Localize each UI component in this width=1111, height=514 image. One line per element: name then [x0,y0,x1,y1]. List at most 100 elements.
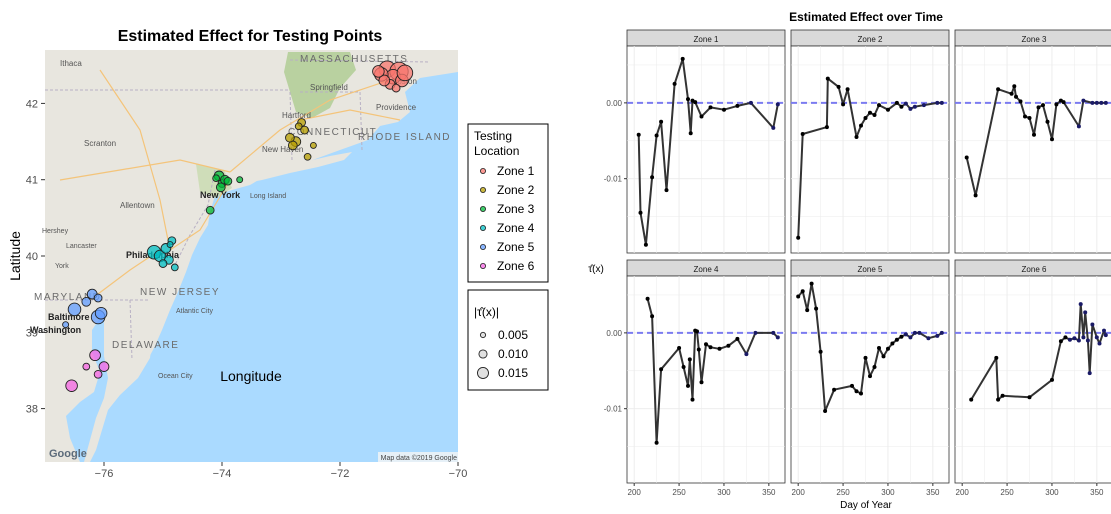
facet-point [1012,84,1017,89]
facet-point [850,383,854,388]
map-state-label: CONNECTICUT [288,127,377,138]
map-point [303,152,312,161]
facet-chart-title: Estimated Effect over Time [789,10,943,24]
facet-point [926,336,931,341]
map-point [391,83,401,93]
facet-point [1090,100,1095,105]
zone-legend-key [479,262,486,269]
map-city-label: Lancaster [66,243,97,250]
map-city-label: New York [200,190,241,200]
facet-point [708,345,713,350]
map-point [65,379,78,392]
zone-legend-label: Zone 5 [497,240,535,254]
map-x-tick-label: −74 [213,468,232,480]
facet-point [726,343,731,348]
facet-point [1081,98,1086,103]
facet-point [686,97,690,102]
facet-point [1050,137,1054,142]
facet-point [841,102,846,107]
facet-panel-bg [790,275,950,484]
facet-point [814,306,819,311]
map-city-label: Springfield [310,83,348,92]
facet-point [1097,341,1102,346]
map-y-axis-title: Latitude [7,231,23,281]
facet-point [1076,124,1081,129]
facet-point [650,175,655,180]
map-point [82,362,91,371]
facet-strip-label: Zone 6 [1022,265,1047,274]
map-brand-logo: Google [49,448,87,460]
size-legend-key [479,331,487,339]
facet-point [771,330,776,335]
map-chart: Estimated Effect for Testing Points [7,28,549,480]
facet-point [1041,103,1045,108]
facet-point [735,336,740,341]
zone-legend-key [479,186,486,193]
map-point [309,141,317,149]
facet-y-tick-label: 0.00 [606,329,622,338]
facet-point [1027,395,1032,400]
map-land [45,50,458,462]
map-city-label: York [55,263,69,270]
attribution-bg [378,452,458,462]
facet-point [964,155,969,160]
map-city-label: Long Island [250,193,286,200]
facet-x-tick-label: 300 [717,488,731,497]
facet-point [921,103,926,108]
facet-point [1103,100,1108,105]
map-point [98,361,110,372]
facet-point [645,296,650,301]
zone-legend-label: Zone 4 [497,221,535,235]
facet-point [1050,377,1054,382]
facet-series-line [797,77,942,238]
facet-point [854,135,859,139]
facet-point [1014,94,1018,99]
facet-point [696,347,701,352]
map-point [215,182,226,193]
size-legend-label: 0.005 [498,328,528,342]
facet-point [1054,102,1059,107]
facet-point [832,387,837,392]
facet-point [894,100,899,105]
facet-point [996,397,1001,402]
facet-chart: Estimated Effect over Time Zone 1 0.00 -0.… [588,10,1111,511]
facet-point [854,389,859,394]
facet-point [939,100,944,105]
size-legend: |τ̂(x)| 0.005 0.010 0.015 [467,289,549,391]
facet-point [659,367,664,372]
facet-point [868,110,872,115]
map-point [89,349,101,362]
facet-panel: Zone 5 200 250 300 350 [790,259,950,497]
facet-point [643,242,648,247]
facet-point [722,107,726,112]
facet-x-tick-label: 250 [836,488,850,497]
map-city-label: Hershey [42,228,69,235]
map-state-label: DELAWARE [112,340,179,351]
facet-x-tick-label: 350 [926,488,940,497]
facet-point [677,346,682,350]
facet-y-tick-label: 0.00 [606,99,622,108]
facet-point [881,354,886,359]
facet-point [699,114,704,119]
facet-point [886,346,890,351]
facet-point [1067,337,1072,342]
map-state-label: MARYLAND [34,292,101,303]
facet-point [699,380,704,385]
facet-panel-bg [626,275,786,484]
facet-point [1072,336,1077,341]
facet-point [1061,100,1066,105]
facet-point [775,102,780,107]
map-axes: −76 −74 −72 −70 38 39 40 41 42 [26,98,468,480]
facet-point [973,193,978,198]
map-point [158,259,168,268]
facet-point [1103,333,1108,338]
facet-point [859,391,863,396]
map-y-tick-label: 40 [26,251,38,263]
map-city-label: New Haven [262,145,303,154]
map-point [294,122,303,131]
facet-point [1027,116,1032,120]
facet-point [809,281,814,286]
facet-point [872,365,877,369]
facet-point [1094,100,1099,105]
